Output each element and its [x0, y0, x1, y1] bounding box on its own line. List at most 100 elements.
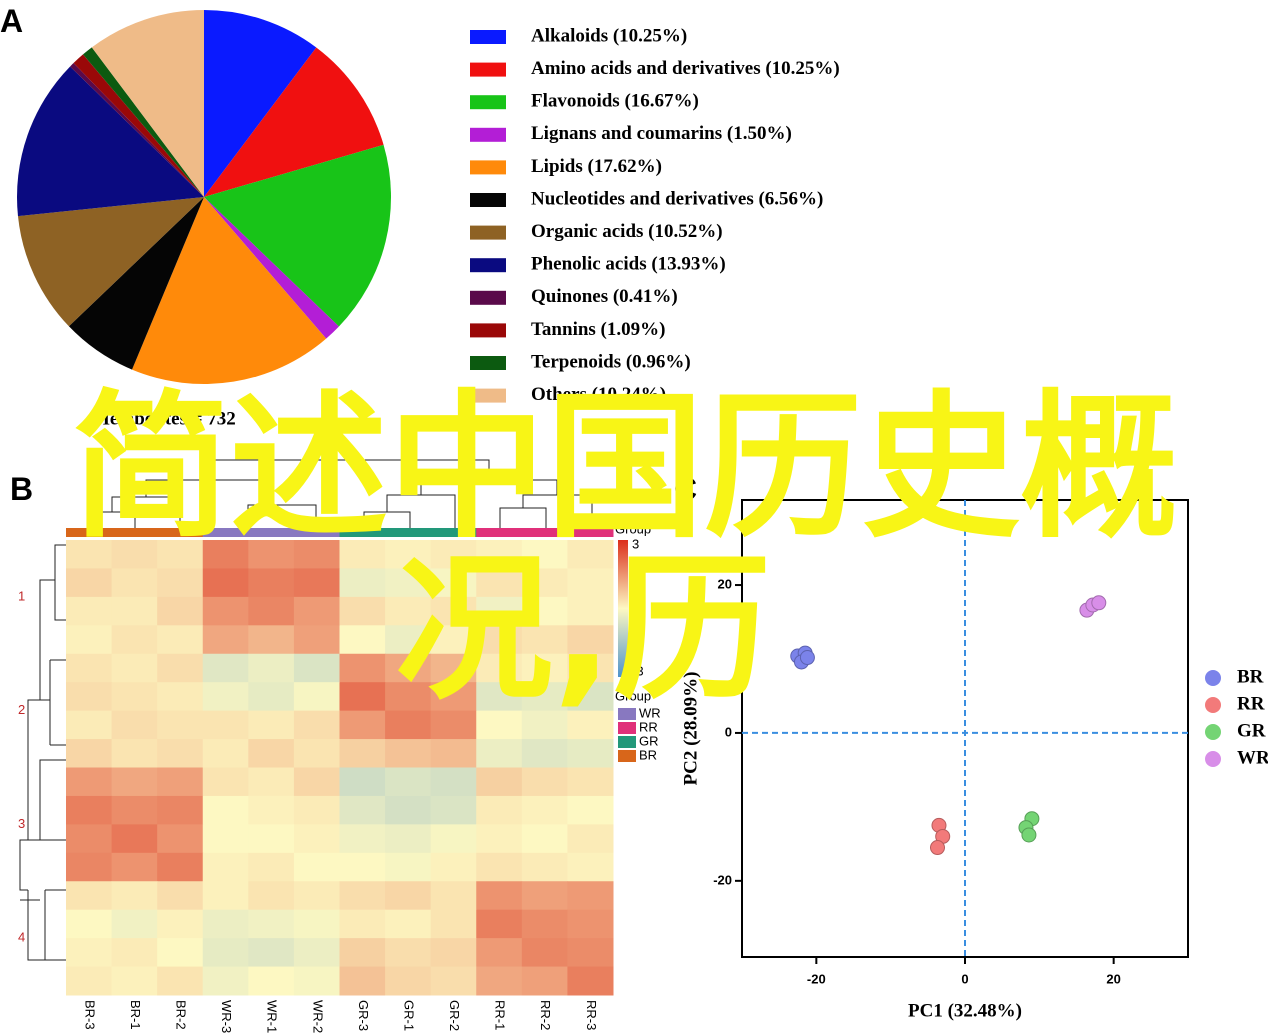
heatmap-cell — [202, 739, 249, 768]
group-bar — [202, 528, 249, 537]
heatmap-cell — [66, 739, 113, 768]
heatmap-cell — [293, 710, 340, 740]
heatmap-cell — [157, 966, 204, 996]
legend-swatch — [470, 356, 506, 370]
legend-marker — [1205, 670, 1221, 686]
heatmap-cell — [567, 938, 614, 968]
heatmap-cell — [293, 938, 340, 968]
heatmap-cell — [202, 852, 249, 882]
heatmap-cell — [430, 909, 477, 939]
legend-swatch — [618, 722, 636, 734]
legend-label: Amino acids and derivatives (10.25%) — [531, 58, 840, 79]
heatmap-cell — [339, 852, 386, 882]
heatmap-cell — [521, 824, 568, 854]
legend-label: Alkaloids (10.25%) — [531, 25, 687, 46]
heatmap-cell — [567, 909, 614, 939]
heatmap-cell — [111, 881, 158, 911]
heatmap-cell — [157, 710, 204, 740]
heatmap-cell — [339, 739, 386, 768]
colorbar-tick-label: 1 — [632, 579, 639, 594]
heatmap-cell — [567, 653, 614, 683]
column-label: GR-3 — [356, 1000, 371, 1031]
heatmap-cell — [385, 824, 432, 854]
heatmap-cell — [430, 540, 477, 569]
heatmap-cell — [521, 710, 568, 740]
group-bar — [157, 528, 204, 537]
heatmap-cell — [157, 739, 204, 768]
heatmap-cell — [476, 938, 523, 968]
heatmap-cell — [430, 568, 477, 598]
heatmap-cell — [66, 966, 113, 996]
pie-slice — [204, 47, 384, 197]
heatmap-cell — [476, 966, 523, 996]
heatmap-cell — [111, 596, 158, 626]
heatmap-cell — [157, 795, 204, 825]
group-bar — [385, 528, 432, 537]
heatmap-cell — [476, 852, 523, 882]
heatmap-cell — [293, 966, 340, 996]
colorbar — [618, 540, 628, 677]
heatmap-cell — [521, 625, 568, 655]
heatmap-cell — [385, 881, 432, 911]
heatmap-cell — [111, 824, 158, 854]
legend-swatch — [470, 95, 506, 110]
cluster-label: 3 — [18, 816, 25, 831]
heatmap-cell — [476, 739, 523, 768]
heatmap-cell — [430, 795, 477, 825]
cluster-label: 4 — [18, 930, 25, 945]
heatmap-cell — [202, 881, 249, 911]
heatmap-cell — [157, 540, 204, 569]
group-bar — [567, 528, 614, 537]
heatmap-cell — [111, 710, 158, 740]
group-bar — [339, 528, 386, 537]
heatmap-cell — [66, 824, 113, 854]
legend-label: Organic acids (10.52%) — [531, 221, 723, 242]
heatmap-cell — [430, 710, 477, 740]
panel-label: A — [0, 3, 23, 39]
heatmap-cell — [385, 540, 432, 569]
pie-slice — [16, 66, 204, 217]
scatter-point — [799, 650, 815, 666]
legend-swatch — [470, 62, 506, 77]
y-axis-label: PC2 (28.09%) — [680, 672, 701, 786]
colorbar-tick-label: 0 — [632, 600, 639, 615]
heatmap-cell — [476, 540, 523, 569]
pie-slice — [132, 197, 327, 385]
heatmap-cell — [293, 824, 340, 854]
legend-swatch — [618, 750, 636, 762]
heatmap-cell — [567, 767, 614, 797]
heatmap-cell — [202, 682, 249, 712]
colorbar-tick-label: 2 — [632, 558, 639, 573]
heatmap-cell — [202, 795, 249, 825]
y-tick-label: 0 — [725, 724, 732, 739]
legend-label: WR — [1237, 747, 1268, 768]
heatmap-cell — [521, 739, 568, 768]
heatmap-cell — [157, 909, 204, 939]
heatmap-cell — [111, 852, 158, 882]
heatmap-cell — [339, 909, 386, 939]
legend-label: GR — [1237, 720, 1266, 741]
heatmap-cell — [476, 568, 523, 598]
heatmap-cell — [66, 852, 113, 882]
column-label: WR-1 — [265, 1000, 280, 1033]
legend-label: Lipids (17.62%) — [531, 156, 662, 177]
heatmap-cell — [567, 625, 614, 655]
heatmap-cell — [202, 824, 249, 854]
group-bar — [111, 528, 158, 537]
heatmap-cell — [339, 767, 386, 797]
legend-swatch — [470, 160, 506, 175]
heatmap-cell — [293, 739, 340, 768]
pie-slice — [73, 54, 204, 198]
legend-swatch — [470, 290, 506, 305]
heatmap-cell — [248, 568, 295, 598]
legend-marker — [1205, 724, 1221, 740]
column-label: RR-3 — [584, 1000, 599, 1030]
legend-label: BR — [1237, 666, 1264, 687]
heatmap-cell — [202, 966, 249, 996]
heatmap-cell — [430, 596, 477, 626]
column-label: WR-3 — [219, 1000, 234, 1033]
heatmap-cell — [111, 795, 158, 825]
legend-title: Group — [615, 688, 651, 703]
heatmap-cell — [293, 767, 340, 797]
